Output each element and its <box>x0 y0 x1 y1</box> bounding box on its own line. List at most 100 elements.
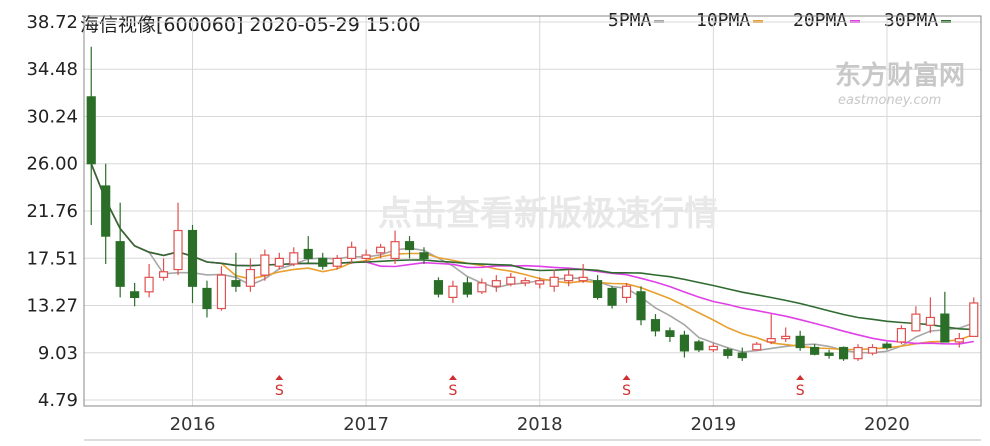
candle <box>158 258 169 281</box>
dividend-arrow <box>796 375 805 380</box>
candle <box>101 163 111 264</box>
candle <box>390 230 400 264</box>
candle <box>925 297 935 334</box>
legend-30pma: 30PMA <box>884 10 952 31</box>
candle-body <box>810 346 820 355</box>
candle <box>462 277 472 298</box>
candle <box>593 275 603 300</box>
candle-body <box>332 257 342 267</box>
candle-body <box>549 276 559 287</box>
y-tick-label: 34.48 <box>26 59 78 80</box>
legend-swatch <box>753 19 764 23</box>
dividend-marker-label: S <box>448 383 457 399</box>
legend-label: 30PMA <box>884 10 939 31</box>
candle-body <box>925 316 935 326</box>
dividend-marker: S <box>796 375 805 399</box>
y-tick-label: 30.24 <box>26 106 78 127</box>
candle <box>838 346 849 361</box>
watermark-overlay-text: 点击查看新版极速行情 <box>378 194 718 234</box>
legend-label: 10PMA <box>696 10 751 31</box>
candle-body <box>665 330 675 337</box>
y-tick-label: 13.27 <box>26 296 78 317</box>
candle-body <box>520 280 530 284</box>
candle-body <box>781 335 791 340</box>
candle-body <box>506 276 516 285</box>
candle-body <box>737 352 747 359</box>
x-tick-label: 2018 <box>517 414 563 435</box>
y-tick-label: 4.79 <box>38 390 78 411</box>
candle <box>231 252 241 292</box>
legend-label: 20PMA <box>793 10 848 31</box>
candle-body <box>130 291 140 298</box>
candle-body <box>491 280 501 287</box>
candle-body <box>462 282 472 295</box>
candle-body <box>708 345 718 351</box>
dividend-marker: S <box>275 375 284 399</box>
candle <box>766 314 776 345</box>
x-tick-label: 2016 <box>170 414 216 435</box>
candle <box>896 325 907 345</box>
candle <box>289 247 299 267</box>
ma-line-10 <box>90 163 975 351</box>
candle <box>535 277 545 289</box>
ma-line-30 <box>90 163 974 331</box>
candle <box>911 306 921 332</box>
candle-body <box>173 229 183 271</box>
y-tick-label: 21.76 <box>26 201 78 222</box>
ma-line-5 <box>90 163 975 354</box>
candle-body <box>231 280 241 287</box>
candle <box>506 272 516 287</box>
legend-5pma: 5PMA <box>608 10 665 31</box>
candle <box>708 343 718 352</box>
candle <box>347 241 357 264</box>
candle <box>578 263 588 283</box>
legend-10pma: 10PMA <box>696 10 764 31</box>
candle <box>448 280 458 303</box>
dividend-marker-label: S <box>796 383 805 399</box>
watermark-brand: 东方财富网 <box>835 60 965 91</box>
candle <box>650 314 661 337</box>
candle <box>433 277 444 298</box>
ma-line-20 <box>90 163 974 345</box>
candle <box>795 330 805 351</box>
candle <box>115 202 125 298</box>
candle <box>694 339 704 352</box>
legend-swatch <box>941 19 952 23</box>
candle-body <box>593 280 603 298</box>
candle-body <box>535 280 545 285</box>
candle-body <box>448 285 458 298</box>
candle <box>607 286 617 309</box>
candle <box>187 224 198 303</box>
candle-body <box>404 241 415 251</box>
candle-body <box>838 346 849 360</box>
candle <box>260 249 270 281</box>
y-tick-label: 17.51 <box>26 248 78 269</box>
candle-body <box>216 274 227 310</box>
candle <box>361 249 371 262</box>
plot-frame <box>83 15 982 407</box>
candle-body <box>578 276 588 282</box>
moving-average-lines <box>90 163 975 354</box>
candle-body <box>911 313 921 332</box>
candle-body <box>896 327 907 343</box>
chart-title: 海信视像[600060] 2020-05-29 15:00 <box>80 14 421 36</box>
candle-body <box>853 346 863 360</box>
candle <box>303 236 313 264</box>
candle-body <box>318 257 328 267</box>
candle-body <box>636 291 646 321</box>
candle-body <box>347 246 357 260</box>
dividend-marker-label: S <box>622 383 631 399</box>
candle-body <box>679 334 689 352</box>
candle-body <box>303 248 313 260</box>
x-axis: 2016 2017 2018 2019 2020 <box>170 414 910 435</box>
candle-body <box>144 276 154 293</box>
watermark: 东方财富网 eastmoney.com 点击查看新版极速行情 <box>378 60 965 234</box>
x-tick-label: 2017 <box>343 414 389 435</box>
chart-header: 海信视像[600060] 2020-05-29 15:00 5PMA 10PMA… <box>0 0 990 36</box>
candle-body <box>158 271 169 278</box>
candle <box>940 291 950 343</box>
candle <box>737 347 747 361</box>
candle-body <box>245 268 255 287</box>
